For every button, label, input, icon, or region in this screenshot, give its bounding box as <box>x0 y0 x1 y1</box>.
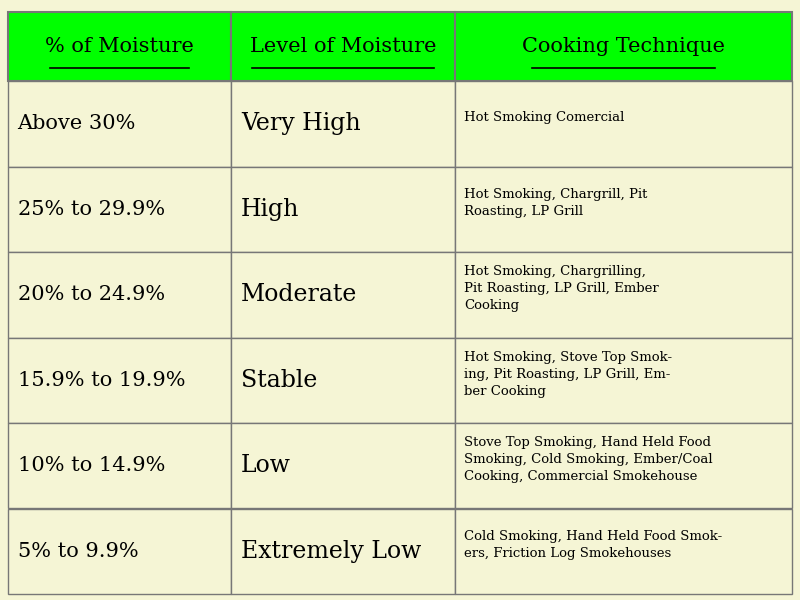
Text: 15.9% to 19.9%: 15.9% to 19.9% <box>18 371 185 390</box>
FancyBboxPatch shape <box>455 423 792 508</box>
Text: Level of Moisture: Level of Moisture <box>250 37 437 56</box>
FancyBboxPatch shape <box>8 337 231 423</box>
FancyBboxPatch shape <box>231 423 455 508</box>
FancyBboxPatch shape <box>455 12 792 81</box>
FancyBboxPatch shape <box>231 337 455 423</box>
FancyBboxPatch shape <box>231 509 455 594</box>
FancyBboxPatch shape <box>8 12 231 81</box>
FancyBboxPatch shape <box>455 509 792 594</box>
FancyBboxPatch shape <box>455 81 792 166</box>
Text: Very High: Very High <box>241 112 361 135</box>
FancyBboxPatch shape <box>8 166 231 252</box>
FancyBboxPatch shape <box>8 509 231 594</box>
Text: Hot Smoking Comercial: Hot Smoking Comercial <box>465 111 625 124</box>
Text: High: High <box>241 198 299 221</box>
FancyBboxPatch shape <box>231 12 455 81</box>
FancyBboxPatch shape <box>8 252 231 337</box>
Text: Low: Low <box>241 454 291 477</box>
Text: Moderate: Moderate <box>241 283 358 306</box>
Text: Hot Smoking, Chargrill, Pit
Roasting, LP Grill: Hot Smoking, Chargrill, Pit Roasting, LP… <box>465 188 648 218</box>
FancyBboxPatch shape <box>231 252 455 337</box>
FancyBboxPatch shape <box>231 81 455 166</box>
Text: Above 30%: Above 30% <box>18 114 136 133</box>
Text: Hot Smoking, Chargrilling,
Pit Roasting, LP Grill, Ember
Cooking: Hot Smoking, Chargrilling, Pit Roasting,… <box>465 265 659 312</box>
Text: Extremely Low: Extremely Low <box>241 540 422 563</box>
FancyBboxPatch shape <box>455 252 792 337</box>
Text: 10% to 14.9%: 10% to 14.9% <box>18 456 165 475</box>
Text: Stable: Stable <box>241 369 318 392</box>
Text: 25% to 29.9%: 25% to 29.9% <box>18 200 165 219</box>
Text: Stove Top Smoking, Hand Held Food
Smoking, Cold Smoking, Ember/Coal
Cooking, Com: Stove Top Smoking, Hand Held Food Smokin… <box>465 436 713 483</box>
Text: 20% to 24.9%: 20% to 24.9% <box>18 285 165 304</box>
FancyBboxPatch shape <box>455 166 792 252</box>
Text: % of Moisture: % of Moisture <box>46 37 194 56</box>
Text: 5% to 9.9%: 5% to 9.9% <box>18 542 138 561</box>
FancyBboxPatch shape <box>8 81 231 166</box>
Text: Cold Smoking, Hand Held Food Smok-
ers, Friction Log Smokehouses: Cold Smoking, Hand Held Food Smok- ers, … <box>465 530 722 560</box>
Text: Hot Smoking, Stove Top Smok-
ing, Pit Roasting, LP Grill, Em-
ber Cooking: Hot Smoking, Stove Top Smok- ing, Pit Ro… <box>465 351 673 398</box>
FancyBboxPatch shape <box>231 166 455 252</box>
FancyBboxPatch shape <box>455 337 792 423</box>
Text: Cooking Technique: Cooking Technique <box>522 37 725 56</box>
FancyBboxPatch shape <box>8 423 231 508</box>
